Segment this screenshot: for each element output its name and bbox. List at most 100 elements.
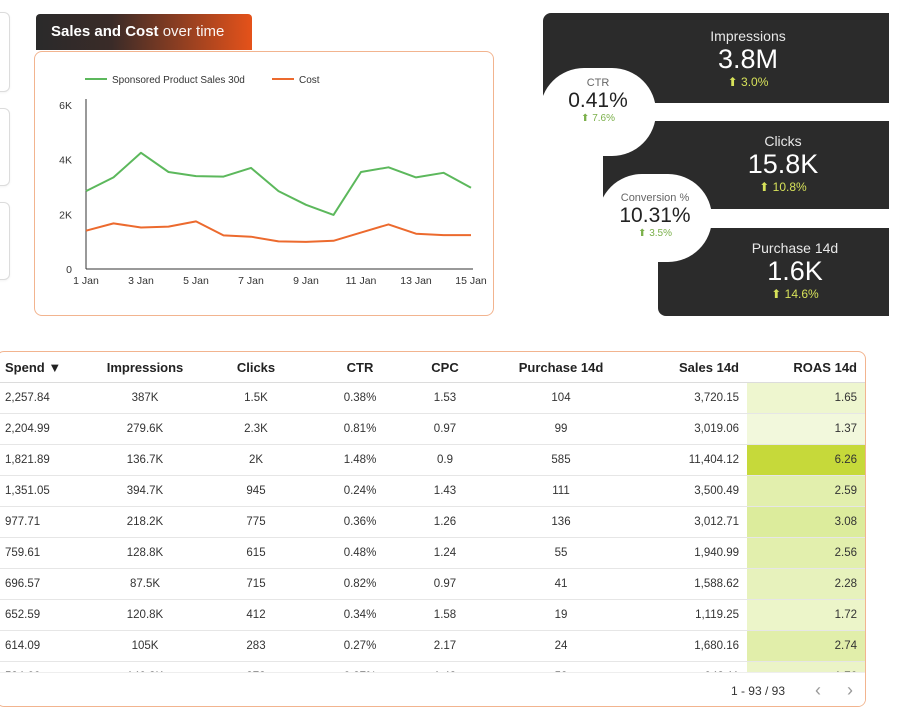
next-page-button[interactable]: › (847, 680, 853, 700)
series-line-0 (85, 151, 472, 216)
cell-clicks: 615 (197, 537, 315, 569)
cell-clicks: 283 (197, 630, 315, 662)
table-row[interactable]: 1,351.05 394.7K 945 0.24% 1.43 111 3,500.49 2.5… (0, 475, 865, 507)
kpi-impressions-delta: ⬆ 3.0% (727, 75, 769, 89)
cell-clicks: 2K (197, 444, 315, 476)
column-header-spend[interactable]: Spend ▼ (0, 352, 93, 383)
kpi-impressions-value: 3.8M (717, 44, 779, 74)
cell-cpc: 1.53 (405, 382, 485, 414)
cell-clicks: 412 (197, 599, 315, 631)
cell-roas: 2.74 (747, 630, 865, 662)
table-row[interactable]: 614.09 105K 283 0.27% 2.17 24 1,680.16 2.74 (0, 630, 865, 662)
table-pager: 1 - 93 / 93 ‹ › (0, 672, 865, 706)
table-row[interactable]: 977.71 218.2K 775 0.36% 1.26 136 3,012.71 3.08 (0, 506, 865, 538)
cell-sales: 11,404.12 (637, 444, 747, 476)
cell-cpc: 2.17 (405, 630, 485, 662)
cell-sales: 3,012.71 (637, 506, 747, 538)
kpi-ctr-delta: ⬆ 7.6% (581, 113, 615, 124)
column-header-impressions[interactable]: Impressions (93, 352, 197, 383)
table-header-row: Spend ▼ Impressions Clicks CTR CPC Purchase 1… (0, 352, 865, 383)
kpi-ctr: CTR 0.41% ⬆ 7.6% (540, 68, 656, 156)
arrow-up-icon: ⬆ (771, 287, 785, 301)
table-row[interactable]: 652.59 120.8K 412 0.34% 1.58 19 1,119.25 1.72 (0, 599, 865, 631)
cell-sales: 1,680.16 (637, 630, 747, 662)
cell-cpc: 1.43 (405, 475, 485, 507)
y-tick-label: 6K (59, 100, 72, 112)
table-row[interactable]: 2,257.84 387K 1.5K 0.38% 1.53 104 3,720.15 1.65 (0, 382, 865, 414)
cell-sales: 3,720.15 (637, 382, 747, 414)
prev-page-button[interactable]: ‹ (815, 680, 821, 700)
cell-cpc: 0.9 (405, 444, 485, 476)
cell-ctr: 0.82% (315, 568, 405, 600)
cell-impressions: 218.2K (93, 506, 197, 538)
cell-ctr: 0.27% (315, 630, 405, 662)
cell-ctr: 0.81% (315, 413, 405, 445)
cell-spend: 696.57 (0, 568, 93, 600)
cell-roas: 1.37 (747, 413, 865, 445)
cell-spend: 1,351.05 (0, 475, 93, 507)
cell-sales: 3,500.49 (637, 475, 747, 507)
cell-ctr: 0.34% (315, 599, 405, 631)
table-row[interactable]: 1,821.89 136.7K 2K 1.48% 0.9 585 11,404.12 6.26 (0, 444, 865, 476)
cell-spend: 1,821.89 (0, 444, 93, 476)
cell-impressions: 279.6K (93, 413, 197, 445)
cell-spend: 652.59 (0, 599, 93, 631)
chart-svg: 0 2K 4K 6K 1 Jan 3 Jan 5 Jan 7 Jan 9 Jan 11 Jan 13… (59, 75, 487, 287)
cell-ctr: 0.36% (315, 506, 405, 538)
arrow-up-icon: ⬆ (638, 228, 650, 239)
cell-roas: 6.26 (747, 444, 865, 476)
table-row[interactable]: 696.57 87.5K 715 0.82% 0.97 41 1,588.62 2.28 (0, 568, 865, 600)
cell-impressions: 120.8K (93, 599, 197, 631)
cell-purchase: 99 (485, 413, 637, 445)
cell-purchase: 111 (485, 475, 637, 507)
x-tick-label: 3 Jan (128, 275, 154, 287)
table-row[interactable]: 2,204.99 279.6K 2.3K 0.81% 0.97 99 3,019.06 1.3… (0, 413, 865, 445)
cell-clicks: 775 (197, 506, 315, 538)
pager-range: 1 - 93 / 93 (730, 684, 785, 698)
cell-impressions: 387K (93, 382, 197, 414)
x-tick-label: 13 Jan (400, 275, 432, 287)
cell-sales: 1,119.25 (637, 599, 747, 631)
cell-roas: 3.08 (747, 506, 865, 538)
y-tick-label: 0 (66, 264, 72, 276)
filter-card-3[interactable] (0, 202, 10, 280)
cell-roas: 1.65 (747, 382, 865, 414)
cell-clicks: 715 (197, 568, 315, 600)
column-header-clicks[interactable]: Clicks (197, 352, 315, 383)
column-header-sales[interactable]: Sales 14d (637, 352, 747, 383)
cell-roas: 2.56 (747, 537, 865, 569)
cell-purchase: 585 (485, 444, 637, 476)
kpi-impressions: Impressions 3.8M ⬆ 3.0% (543, 13, 889, 103)
column-header-ctr[interactable]: CTR (315, 352, 405, 383)
kpi-purchase-delta: ⬆ 14.6% (771, 287, 819, 301)
cell-sales: 3,019.06 (637, 413, 747, 445)
legend-label-1: Cost (299, 75, 320, 86)
cell-purchase: 19 (485, 599, 637, 631)
y-tick-label: 4K (59, 155, 72, 167)
cell-impressions: 394.7K (93, 475, 197, 507)
kpi-clicks-value: 15.8K (747, 149, 819, 179)
y-tick-label: 2K (59, 209, 72, 221)
chart-title-bold: Sales and Cost (51, 23, 159, 40)
chart-title-light: over time (158, 23, 225, 40)
filter-card-1[interactable] (0, 12, 10, 92)
kpi-clicks-delta: ⬆ 10.8% (759, 180, 807, 194)
kpi-purchase-title: Purchase 14d (751, 240, 839, 256)
cell-impressions: 136.7K (93, 444, 197, 476)
filter-card-2[interactable] (0, 108, 10, 186)
cell-impressions: 87.5K (93, 568, 197, 600)
column-header-purchase[interactable]: Purchase 14d (485, 352, 637, 383)
column-header-cpc[interactable]: CPC (405, 352, 485, 383)
cell-cpc: 1.26 (405, 506, 485, 538)
cell-ctr: 0.24% (315, 475, 405, 507)
metrics-table: Spend ▼ Impressions Clicks CTR CPC Purchase 1… (0, 352, 865, 706)
cell-clicks: 1.5K (197, 382, 315, 414)
cell-roas: 2.59 (747, 475, 865, 507)
cell-purchase: 136 (485, 506, 637, 538)
metrics-table-card: Spend ▼ Impressions Clicks CTR CPC Purchase 1… (0, 351, 866, 707)
kpi-ctr-value: 0.41% (568, 89, 628, 112)
sales-cost-chart: 0 2K 4K 6K 1 Jan 3 Jan 5 Jan 7 Jan 9 Jan 11 Jan 13… (34, 51, 494, 316)
column-header-roas[interactable]: ROAS 14d (747, 352, 865, 383)
table-row[interactable]: 759.61 128.8K 615 0.48% 1.24 55 1,940.99 2.56 (0, 537, 865, 569)
cell-impressions: 128.8K (93, 537, 197, 569)
